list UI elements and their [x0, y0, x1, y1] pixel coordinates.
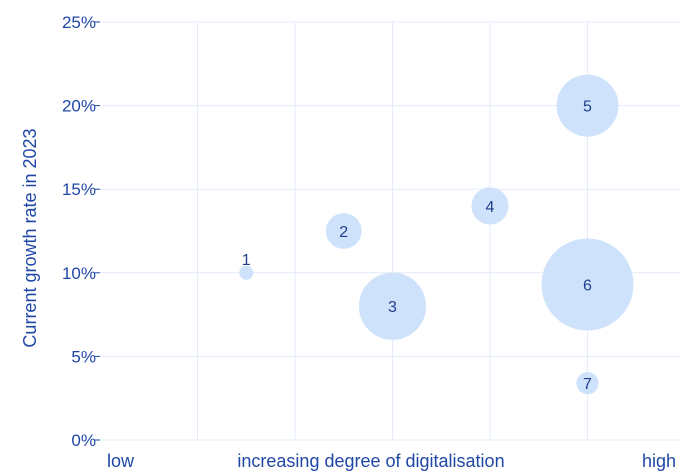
- labels: 1 2 3 4 5 6 7: [242, 99, 592, 394]
- x-axis-label-high: high: [642, 451, 676, 471]
- y-axis-label: Current growth rate in 2023: [20, 128, 40, 347]
- bubble-label-3: 3: [388, 299, 397, 316]
- bubble-6: [541, 238, 634, 331]
- bubble-4: [471, 187, 509, 225]
- bubble-3: [358, 272, 427, 340]
- bubble-label-4: 4: [486, 199, 495, 216]
- bubble-2: [325, 213, 362, 249]
- bubble-label-1: 1: [242, 252, 251, 269]
- bubble-label-5: 5: [583, 99, 592, 116]
- bubble-7: [576, 372, 599, 395]
- bubble-label-6: 6: [583, 278, 592, 295]
- bubble-1: [239, 265, 254, 280]
- x-axis-label-low: low: [107, 451, 135, 471]
- bubbles: [239, 74, 634, 395]
- y-tick-label: 20%: [62, 97, 96, 116]
- bubble-label-2: 2: [339, 224, 348, 241]
- y-tick-label: 15%: [62, 180, 96, 199]
- y-tick-label: 25%: [62, 13, 96, 32]
- bubble-5: [556, 74, 619, 137]
- y-tick-label: 5%: [71, 347, 96, 366]
- axes: 0% 5% 10% 15% 20% 25%: [62, 13, 100, 450]
- bubble-label-7: 7: [583, 376, 592, 393]
- x-axis-label-middle: increasing degree of digitalisation: [237, 451, 504, 471]
- y-tick-label: 10%: [62, 264, 96, 283]
- y-tick-label: 0%: [71, 431, 96, 450]
